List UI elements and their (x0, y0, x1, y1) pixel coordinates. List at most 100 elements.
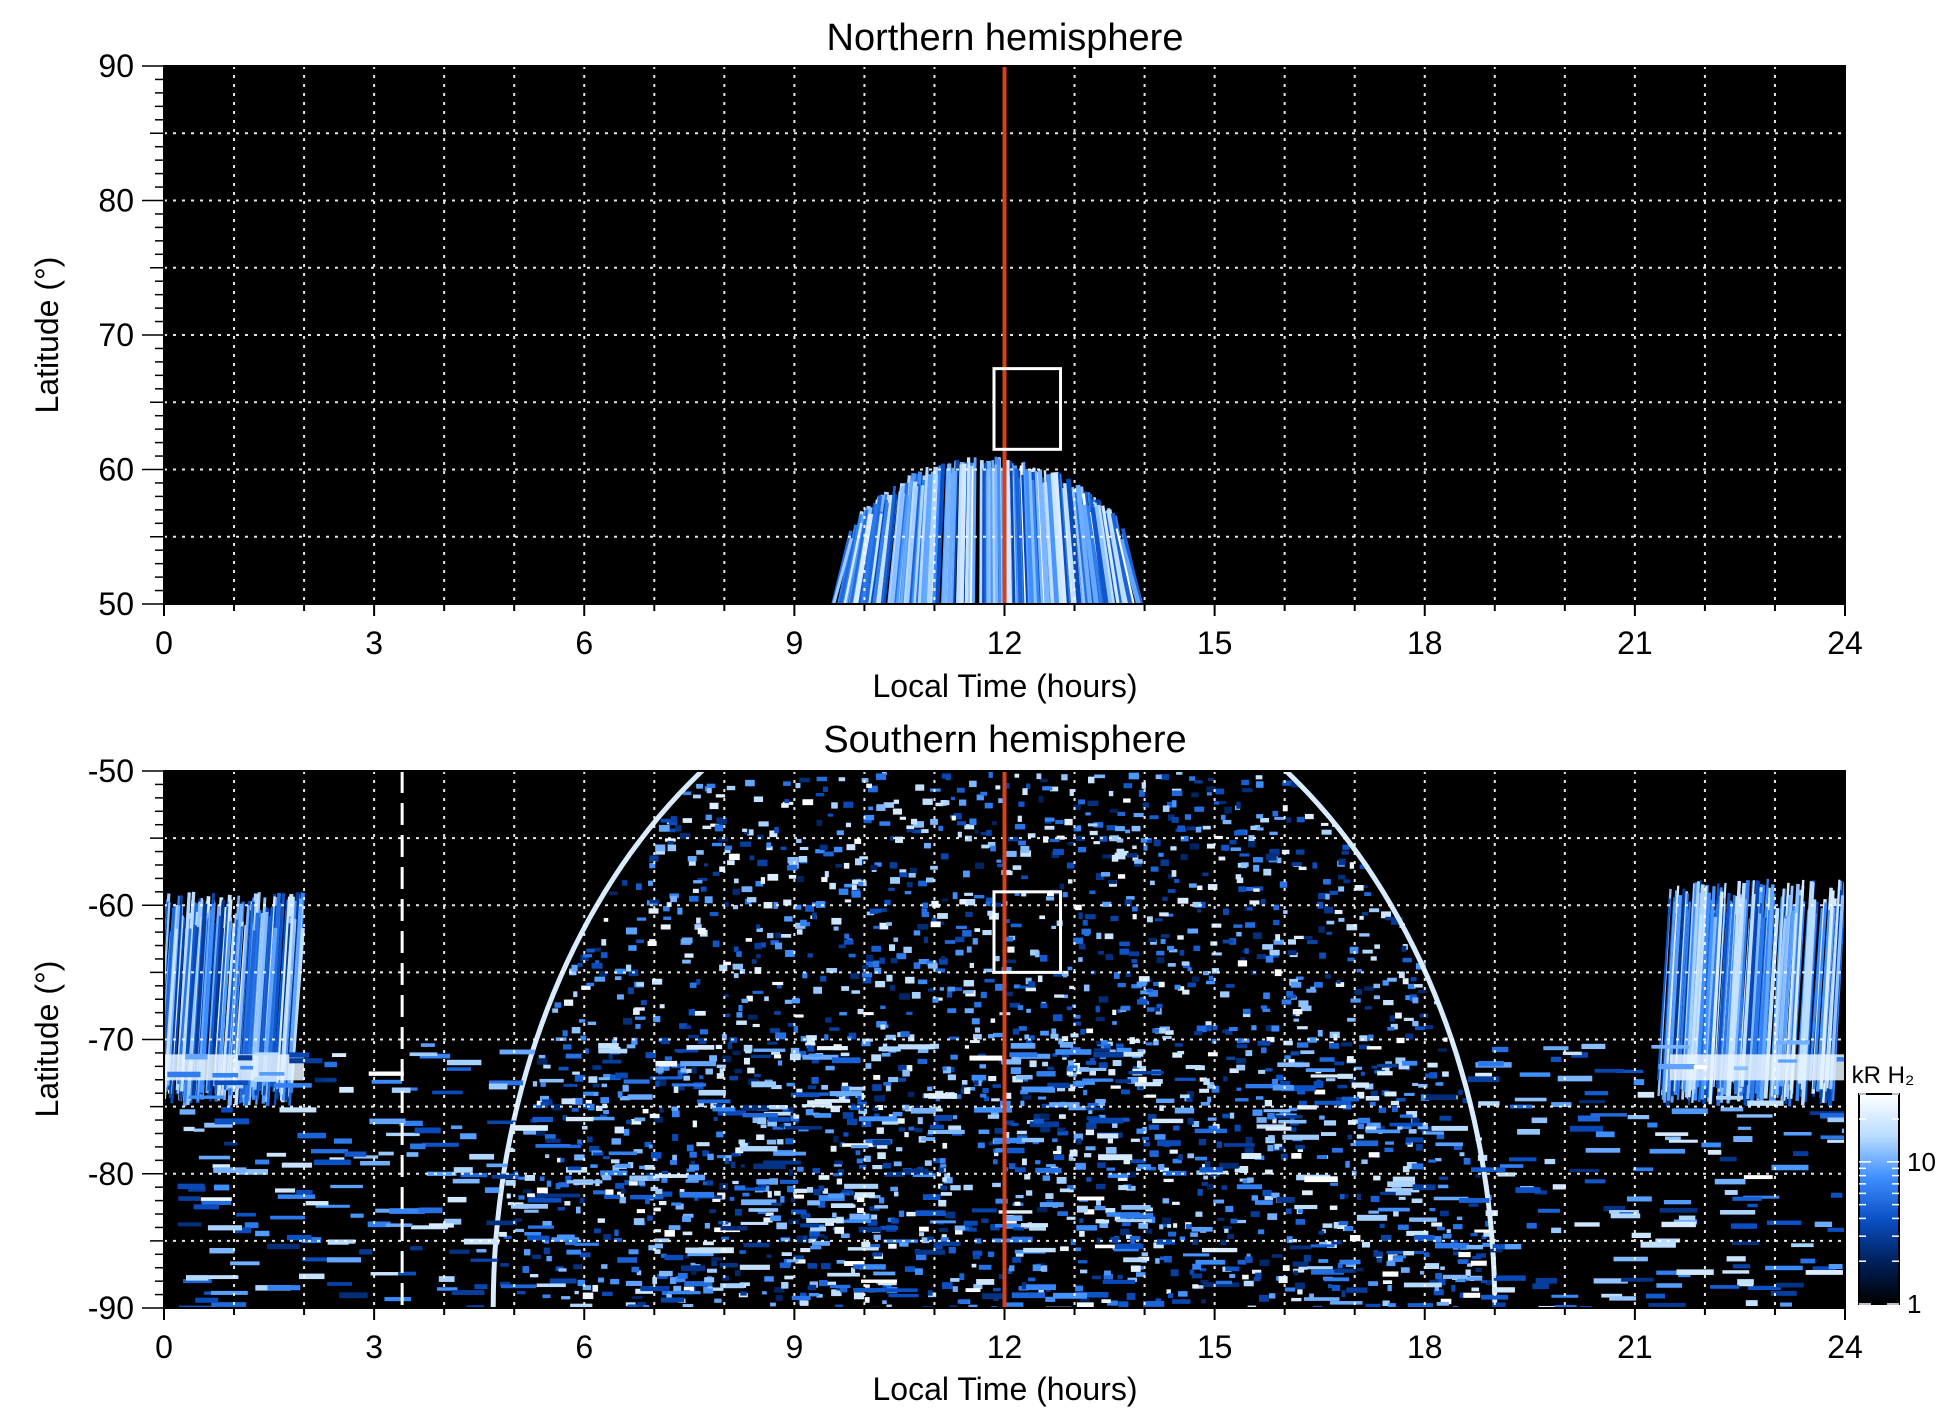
emission-pixel (1435, 1142, 1464, 1147)
emission-pixel (1401, 1060, 1418, 1066)
emission-pixel (864, 1297, 870, 1303)
emission-pixel (1341, 850, 1349, 855)
emission-pixel (1116, 838, 1124, 843)
emission-pixel (956, 787, 965, 793)
emission-pixel (1828, 1264, 1843, 1270)
emission-pixel (1172, 800, 1177, 807)
emission-pixel (752, 990, 764, 994)
emission-pixel (1364, 1006, 1373, 1010)
emission-pixel (1391, 919, 1402, 925)
emission-pixel (1302, 1190, 1313, 1196)
emission-pixel (990, 1112, 999, 1117)
emission-pixel (742, 1192, 750, 1197)
emission-pixel (1386, 1260, 1396, 1267)
emission-pixel (940, 853, 949, 860)
emission-pixel (1649, 1148, 1686, 1154)
emission-pixel (543, 1239, 550, 1244)
emission-pixel (1021, 1137, 1045, 1143)
emission-pixel (655, 1188, 663, 1195)
emission-pixel (1098, 996, 1109, 1003)
emission-pixel (1724, 1190, 1738, 1195)
emission-pixel (844, 1183, 879, 1189)
emission-pixel (1253, 864, 1260, 872)
emission-pixel (566, 1180, 603, 1184)
emission-pixel (1223, 1226, 1232, 1230)
emission-pixel (1295, 976, 1304, 980)
emission-pixel (1665, 1136, 1681, 1141)
emission-pixel (1086, 1177, 1092, 1182)
emission-pixel (1236, 1044, 1248, 1049)
emission-pixel (963, 980, 975, 987)
emission-pixel (833, 1135, 839, 1143)
emission-pixel (1129, 1037, 1135, 1045)
emission-pixel (1099, 836, 1108, 842)
emission-pixel (1238, 886, 1246, 892)
emission-pixel (1167, 874, 1174, 879)
emission-pixel (750, 1054, 772, 1059)
emission-pixel (1676, 1269, 1714, 1275)
emission-streak (1808, 908, 1824, 1082)
emission-pixel (470, 1258, 499, 1262)
emission-pixel (767, 873, 779, 881)
emission-pixel (1382, 980, 1389, 986)
emission-pixel (631, 1266, 640, 1273)
emission-pixel (499, 1281, 511, 1287)
emission-pixel (1236, 877, 1244, 884)
emission-pixel (844, 1261, 865, 1266)
emission-pixel (1272, 1116, 1277, 1124)
emission-pixel (1216, 1141, 1222, 1148)
emission-pixel (889, 984, 896, 991)
x-tick-label: 21 (1617, 1329, 1653, 1365)
emission-pixel (1010, 1067, 1022, 1075)
emission-pixel (620, 1188, 626, 1194)
emission-pixel (510, 1203, 548, 1209)
emission-pixel (1066, 862, 1075, 869)
emission-pixel (594, 976, 606, 982)
emission-pixel (327, 1241, 349, 1245)
emission-pixel (716, 1064, 726, 1068)
emission-pixel (922, 1194, 941, 1200)
emission-pixel (1468, 1203, 1479, 1207)
emission-pixel (816, 1046, 848, 1051)
emission-pixel (996, 863, 1006, 868)
emission-pixel (644, 1165, 655, 1170)
emission-pixel (831, 802, 838, 809)
emission-pixel (1007, 836, 1019, 842)
emission-pixel (857, 1095, 862, 1102)
emission-pixel (648, 1245, 657, 1251)
emission-pixel (1370, 1195, 1380, 1203)
emission-pixel (747, 1014, 758, 1020)
emission-streak (1014, 468, 1023, 604)
emission-pixel (633, 1218, 645, 1225)
emission-pixel (849, 1105, 860, 1111)
emission-pixel (1094, 774, 1106, 779)
emission-pixel (906, 825, 915, 830)
emission-pixel (1296, 816, 1305, 823)
emission-pixel (1307, 939, 1318, 945)
emission-pixel (704, 1222, 710, 1229)
emission-pixel (551, 1104, 562, 1111)
emission-pixel (1171, 816, 1179, 823)
emission-pixel (571, 1107, 579, 1112)
emission-pixel (588, 1145, 600, 1153)
emission-pixel (746, 897, 757, 903)
emission-pixel (865, 1284, 870, 1288)
emission-pixel (1248, 835, 1255, 841)
emission-pixel (738, 1004, 743, 1012)
emission-pixel (1374, 944, 1381, 949)
emission-pixel (1295, 849, 1305, 855)
emission-pixel (1812, 1266, 1837, 1271)
emission-pixel (1093, 1048, 1110, 1052)
emission-pixel (644, 1141, 652, 1148)
emission-pixel (786, 1259, 799, 1263)
emission-pixel (1084, 1209, 1095, 1215)
emission-pixel (1122, 1117, 1130, 1122)
emission-pixel (1321, 829, 1332, 835)
emission-pixel (1578, 1100, 1606, 1104)
emission-pixel (1169, 1149, 1178, 1154)
emission-pixel (793, 1188, 808, 1193)
emission-pixel (1182, 989, 1190, 995)
emission-pixel (1078, 957, 1083, 962)
emission-streak (1021, 474, 1030, 604)
emission-pixel (973, 1284, 983, 1290)
